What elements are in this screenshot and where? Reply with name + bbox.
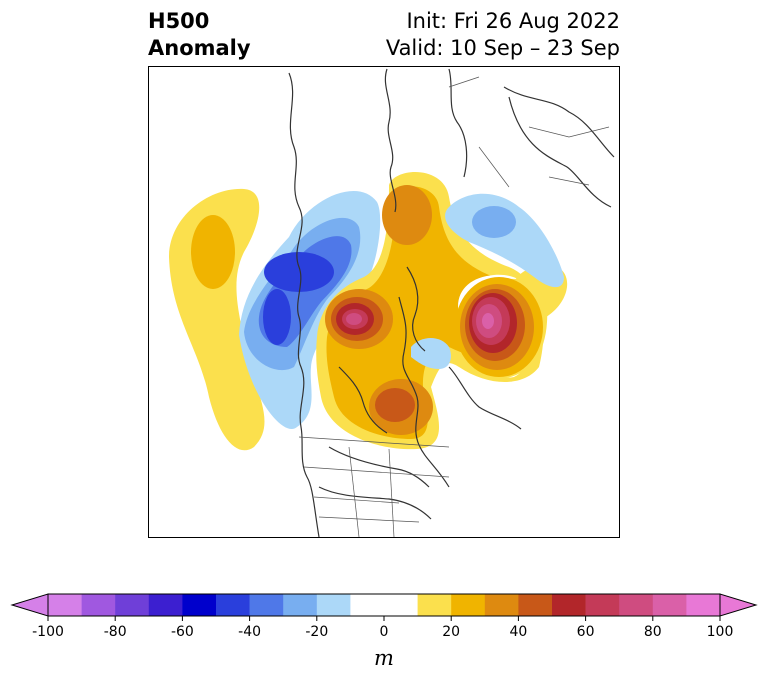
colorbar-tick-label: -100 xyxy=(32,624,64,640)
coastlines xyxy=(288,68,615,537)
colorbar-tick-label: 100 xyxy=(706,624,734,640)
colorbar-bin xyxy=(518,594,553,616)
valid-period: Valid: 10 Sep – 23 Sep xyxy=(385,36,620,60)
colorbar-bin xyxy=(182,594,217,616)
colorbar-bin xyxy=(283,594,318,616)
forecast-dates: Init: Fri 26 Aug 2022 Valid: 10 Sep – 23… xyxy=(386,8,620,62)
colorbar-tick-label: 20 xyxy=(442,624,461,640)
chart-title: H500 Anomaly xyxy=(148,8,251,62)
colorbar-bin xyxy=(652,594,687,616)
colorbar-bin xyxy=(216,594,250,616)
colorbar-units: m xyxy=(374,646,394,670)
colorbar-bin xyxy=(484,594,519,616)
anomaly-map xyxy=(148,66,620,538)
greenland-trough xyxy=(411,338,451,369)
scandinavia-ridge xyxy=(455,264,568,379)
colorbar xyxy=(10,593,758,621)
colorbar-tick-label: 40 xyxy=(509,624,528,640)
colorbar-bin xyxy=(48,594,82,616)
colorbar-bin xyxy=(115,594,150,616)
colorbar-bin xyxy=(451,594,486,616)
colorbar-tick-label: -60 xyxy=(170,624,194,640)
init-date: Init: Fri 26 Aug 2022 xyxy=(406,9,620,33)
anomaly-map-svg xyxy=(149,68,615,537)
colorbar-bin xyxy=(585,594,620,616)
colorbar-tick-label: -20 xyxy=(305,624,329,640)
colorbar-bin xyxy=(552,594,586,616)
colorbar-extend-max xyxy=(719,593,758,617)
colorbar-tick-label: 0 xyxy=(379,624,389,640)
colorbar-bin xyxy=(316,594,351,616)
title-line-1: H500 xyxy=(148,9,210,33)
title-line-2: Anomaly xyxy=(148,36,251,60)
colorbar-extend-min xyxy=(10,593,49,617)
colorbar-bin xyxy=(350,594,418,616)
colorbar-bin xyxy=(686,594,721,616)
colorbar-bin xyxy=(417,594,452,616)
pacific-ridge xyxy=(169,188,265,451)
north-america-ridge xyxy=(316,172,544,450)
colorbar-tick-label: -40 xyxy=(238,624,262,640)
colorbar-bins xyxy=(10,593,758,621)
siberia-trough xyxy=(445,193,564,288)
colorbar-bin xyxy=(249,594,284,616)
colorbar-bin xyxy=(81,594,116,616)
colorbar-tick-label: 80 xyxy=(643,624,662,640)
colorbar-bin xyxy=(148,594,183,616)
colorbar-tick-label: -80 xyxy=(103,624,127,640)
colorbar-tick-label: 60 xyxy=(576,624,595,640)
colorbar-bin xyxy=(619,594,654,616)
borders xyxy=(298,76,610,537)
western-trough xyxy=(239,190,381,430)
